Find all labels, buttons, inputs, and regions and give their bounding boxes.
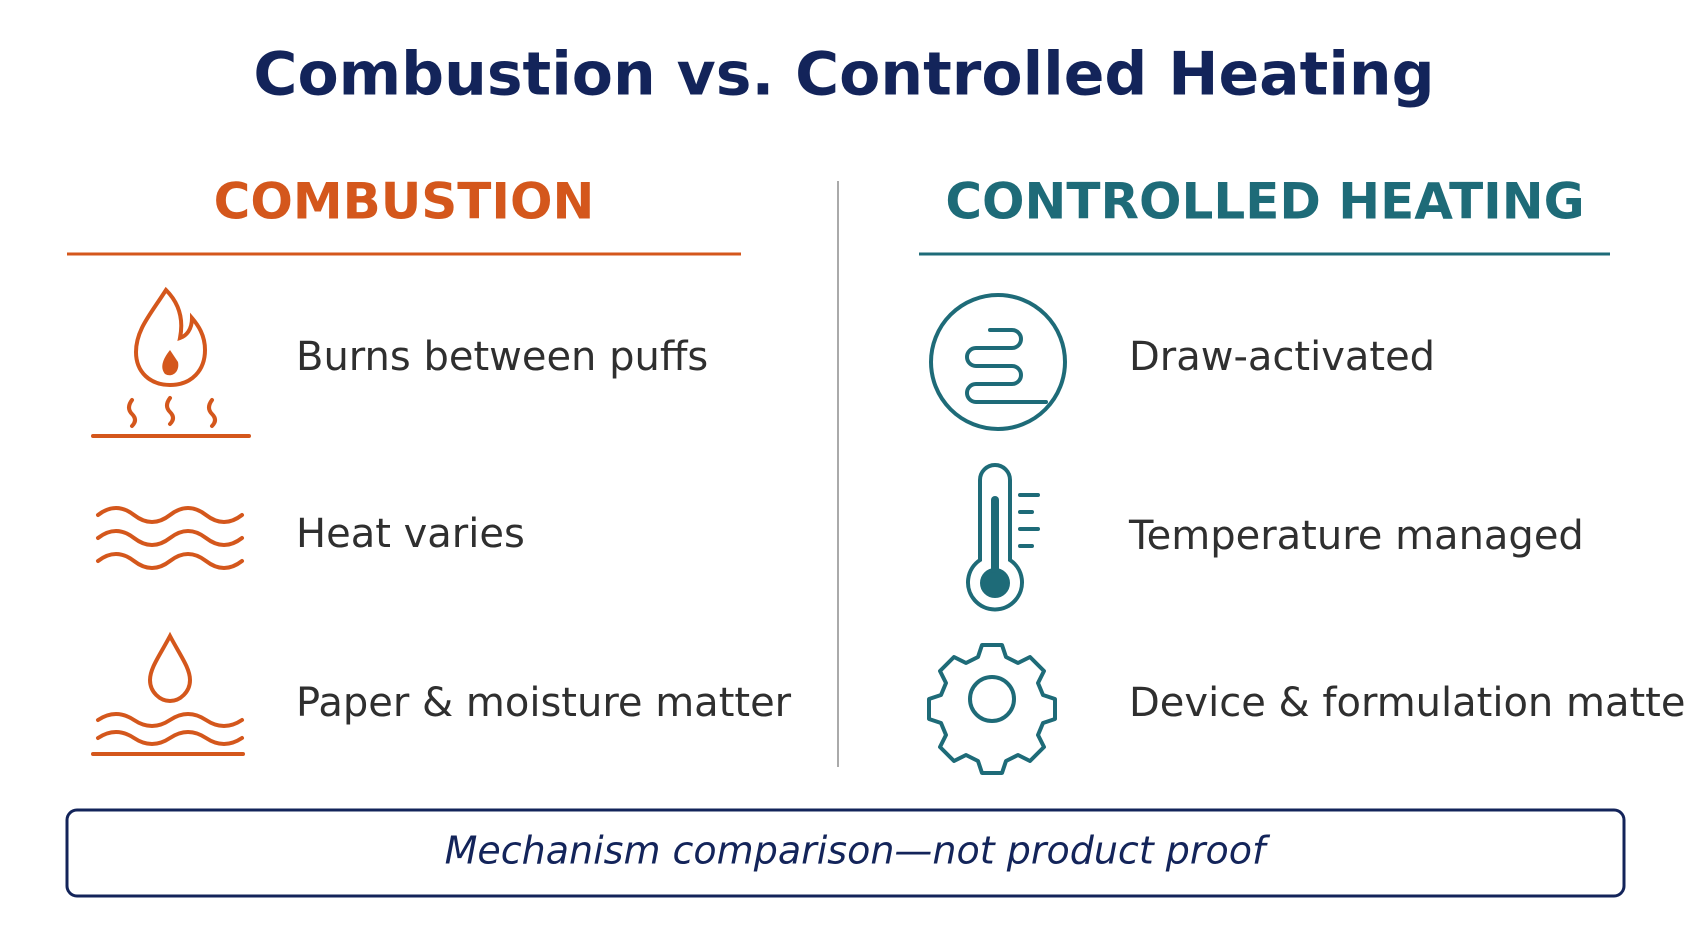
waves-icon — [96, 506, 244, 570]
right-item: Temperature managed — [1128, 513, 1584, 559]
right-heading: CONTROLLED HEATING — [945, 173, 1584, 231]
flame-icon — [91, 286, 251, 438]
left-item: Heat varies — [296, 511, 525, 557]
coil-icon — [929, 293, 1067, 431]
left-item: Paper & moisture matter — [296, 680, 792, 726]
right-item: Draw-activated — [1129, 334, 1435, 380]
left-item: Burns between puffs — [296, 334, 708, 380]
footer-note: Mechanism comparison—not product proof — [445, 829, 1271, 873]
right-item: Device & formulation matter — [1129, 680, 1689, 726]
gear-icon — [927, 643, 1057, 775]
drop-wave-icon — [91, 631, 245, 756]
footer-box — [65, 808, 1626, 898]
title: Combustion vs. Controlled Heating — [253, 40, 1434, 110]
thermometer-icon — [966, 463, 1040, 612]
left-heading: COMBUSTION — [214, 173, 595, 231]
